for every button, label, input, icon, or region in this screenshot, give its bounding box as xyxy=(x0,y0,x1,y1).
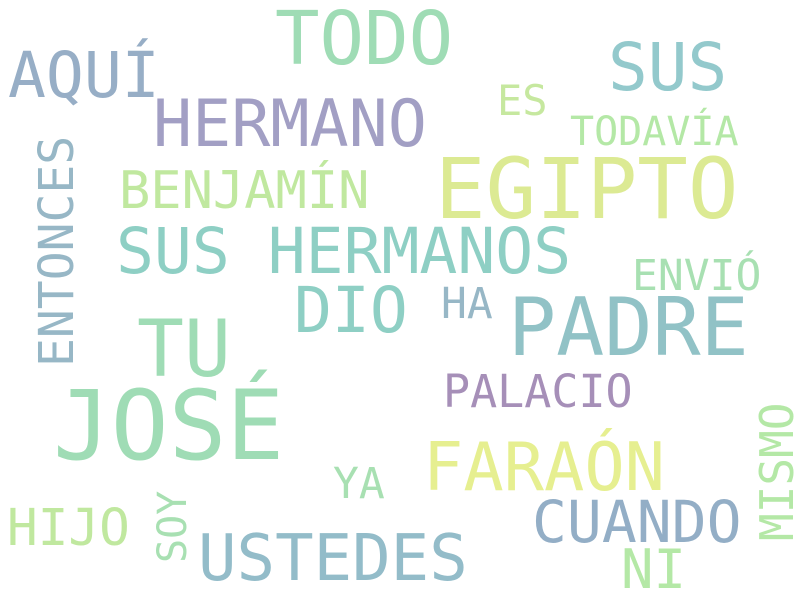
word-envio: ENVIÓ xyxy=(632,251,762,301)
word-soy: SOY xyxy=(150,490,196,563)
word-hermano: HERMANO xyxy=(153,87,427,162)
word-entonces: ENTONCES xyxy=(29,135,85,367)
word-todavia: TODAVÍA xyxy=(570,109,739,155)
word-hijo: HIJO xyxy=(7,499,130,558)
word-aqui: AQUÍ xyxy=(8,39,160,112)
word-sus: SUS xyxy=(608,29,728,106)
word-ya: YA xyxy=(333,459,385,509)
word-ustedes: USTEDES xyxy=(198,522,468,596)
word-ha: HA xyxy=(441,279,493,329)
word-dio: DIO xyxy=(294,274,408,347)
word-tu: TU xyxy=(137,305,231,395)
word-padre: PADRE xyxy=(508,281,749,374)
word-palacio: PALACIO xyxy=(443,365,633,418)
word-jose: JOSÉ xyxy=(53,370,285,482)
word-benjamin: BENJAMÍN xyxy=(119,161,370,221)
word-faraon: FARAÓN xyxy=(423,428,666,506)
word-sus-hermanos: SUS HERMANOS xyxy=(116,215,572,288)
word-es: ES xyxy=(497,76,548,125)
word-mismo: MISMO xyxy=(750,402,800,541)
word-cuando: CUANDO xyxy=(532,488,742,556)
word-ni: NI xyxy=(621,538,687,600)
word-egipto: EGIPTO xyxy=(435,140,739,238)
word-todo: TODO xyxy=(275,0,454,82)
